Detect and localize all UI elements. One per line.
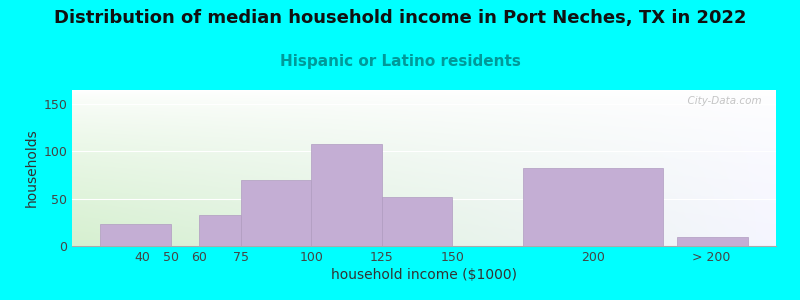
Text: Distribution of median household income in Port Neches, TX in 2022: Distribution of median household income … — [54, 9, 746, 27]
Bar — [241, 180, 311, 246]
Bar — [678, 236, 748, 246]
Bar — [100, 224, 170, 246]
Bar — [382, 197, 452, 246]
Bar — [522, 167, 663, 246]
Text: City-Data.com: City-Data.com — [682, 96, 762, 106]
X-axis label: household income ($1000): household income ($1000) — [331, 268, 517, 282]
Bar — [311, 144, 382, 246]
Y-axis label: households: households — [25, 129, 39, 207]
Text: Hispanic or Latino residents: Hispanic or Latino residents — [279, 54, 521, 69]
Bar — [198, 215, 241, 246]
